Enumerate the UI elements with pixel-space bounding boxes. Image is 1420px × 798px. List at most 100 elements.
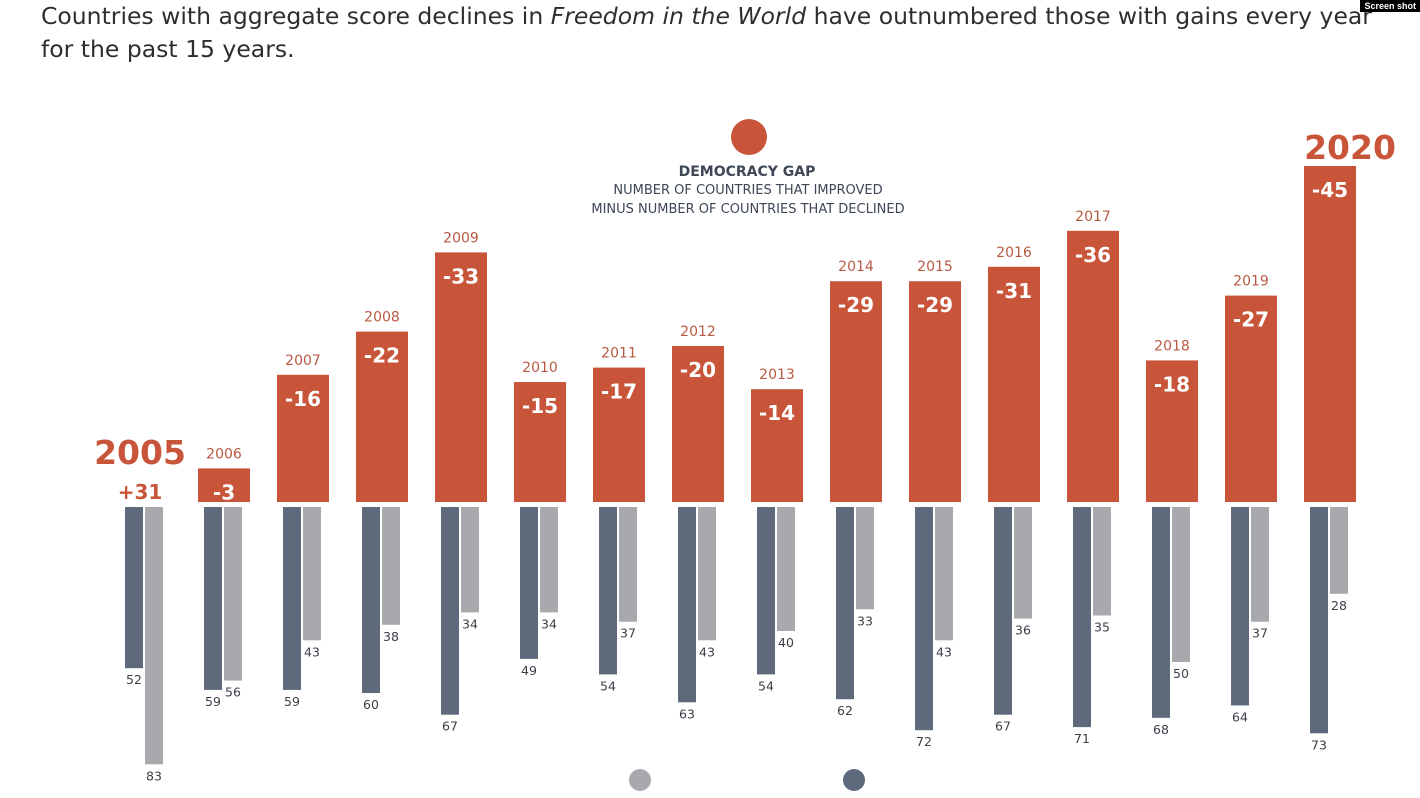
improved-bar-2011 bbox=[619, 507, 637, 622]
gap-bar-2006 bbox=[198, 468, 250, 502]
improved-bar-2012 bbox=[698, 507, 716, 641]
gap-value-label: -14 bbox=[759, 401, 795, 425]
improved-value-label: 43 bbox=[699, 644, 715, 659]
headline-italic-title: Freedom in the World bbox=[550, 2, 807, 30]
improved-value-label: 38 bbox=[383, 629, 399, 644]
improved-value-label: 37 bbox=[620, 626, 636, 641]
declined-bar-2013 bbox=[757, 507, 775, 675]
gap-value-label: -45 bbox=[1312, 178, 1348, 202]
improved-bar-2007 bbox=[303, 507, 321, 641]
gap-bar-2016 bbox=[988, 266, 1040, 502]
year-label-highlight: 2005 bbox=[94, 433, 186, 472]
improved-value-label: 34 bbox=[541, 616, 557, 631]
improved-value-label: 40 bbox=[778, 635, 794, 650]
declined-bar-2010 bbox=[520, 507, 538, 659]
declined-bar-2015 bbox=[915, 507, 933, 731]
gap-bar-2007 bbox=[277, 374, 329, 502]
improved-value-label: 36 bbox=[1015, 623, 1031, 638]
gap-value-label: -33 bbox=[443, 264, 479, 288]
improved-bar-2019 bbox=[1251, 507, 1269, 622]
declined-value-label: 68 bbox=[1153, 722, 1169, 737]
year-label-highlight: 2020 bbox=[1304, 128, 1396, 167]
gap-value-label: -22 bbox=[364, 344, 400, 368]
year-label: 2016 bbox=[996, 245, 1032, 261]
declined-value-label: 60 bbox=[363, 697, 379, 712]
declined-bar-2008 bbox=[362, 507, 380, 693]
declined-bar-2020 bbox=[1310, 507, 1328, 734]
improved-value-label: 83 bbox=[146, 768, 162, 783]
year-label: 2011 bbox=[601, 346, 637, 362]
declined-value-label: 52 bbox=[126, 672, 142, 687]
declined-value-label: 62 bbox=[837, 703, 853, 718]
improved-value-label: 50 bbox=[1173, 666, 1189, 681]
gap-bar-2020 bbox=[1304, 166, 1356, 502]
year-label: 2012 bbox=[680, 324, 716, 340]
declined-bar-2014 bbox=[836, 507, 854, 700]
gap-bar-2019 bbox=[1225, 295, 1277, 502]
declined-bar-2011 bbox=[599, 507, 617, 675]
improved-bar-2010 bbox=[540, 507, 558, 613]
gap-value-label: -17 bbox=[601, 380, 637, 404]
declined-value-label: 54 bbox=[758, 678, 774, 693]
declined-bar-2005 bbox=[125, 507, 143, 669]
improved-bar-2020 bbox=[1330, 507, 1348, 594]
year-label: 2008 bbox=[364, 310, 400, 326]
gap-value-label: -31 bbox=[996, 279, 1032, 303]
declined-bar-2006 bbox=[204, 507, 222, 690]
declined-bar-2007 bbox=[283, 507, 301, 690]
gap-value-label: -27 bbox=[1233, 308, 1269, 332]
gap-bar-2009 bbox=[435, 252, 487, 502]
gap-bar-2017 bbox=[1067, 230, 1119, 503]
improved-bar-2006 bbox=[224, 507, 242, 681]
screenshot-badge: Screen shot bbox=[1360, 0, 1420, 12]
improved-value-label: 34 bbox=[462, 616, 478, 631]
gap-bar-2010 bbox=[514, 382, 566, 502]
headline-text-end: have outnumbered those with gains every … bbox=[41, 2, 1372, 63]
legend-line2: MINUS NUMBER OF COUNTRIES THAT DECLINED bbox=[591, 202, 904, 217]
gap-value-label: -36 bbox=[1075, 243, 1111, 267]
headline-text: Countries with aggregate score declines … bbox=[41, 2, 551, 30]
declined-value-label: 67 bbox=[995, 719, 1011, 734]
gap-value-label: -29 bbox=[838, 293, 874, 317]
improved-value-label: 43 bbox=[304, 644, 320, 659]
declined-value-label: 71 bbox=[1074, 731, 1090, 746]
declined-value-label: 67 bbox=[442, 719, 458, 734]
declined-value-label: 59 bbox=[284, 694, 300, 709]
gap-bar-2011 bbox=[593, 367, 645, 502]
improved-bar-2016 bbox=[1014, 507, 1032, 619]
improved-bar-2009 bbox=[461, 507, 479, 613]
declined-value-label: 63 bbox=[679, 706, 695, 721]
gap-bar-2015 bbox=[909, 281, 961, 502]
year-label: 2017 bbox=[1075, 209, 1111, 225]
improved-value-label: 56 bbox=[225, 685, 241, 700]
year-label: 2019 bbox=[1233, 274, 1269, 290]
declined-bar-2017 bbox=[1073, 507, 1091, 728]
improved-bar-2013 bbox=[777, 507, 795, 631]
legend-declined-dot bbox=[843, 769, 865, 791]
year-label: 2010 bbox=[522, 360, 558, 376]
improved-bar-2017 bbox=[1093, 507, 1111, 616]
gap-value-label: -18 bbox=[1154, 372, 1190, 396]
year-label: 2015 bbox=[917, 259, 953, 275]
gap-value-label: -16 bbox=[285, 387, 321, 411]
gap-bar-2013 bbox=[751, 389, 803, 502]
gap-value-label: -20 bbox=[680, 358, 716, 382]
improved-bar-2005 bbox=[145, 507, 163, 765]
declined-value-label: 72 bbox=[916, 734, 932, 749]
improved-bar-2015 bbox=[935, 507, 953, 641]
declined-value-label: 49 bbox=[521, 663, 537, 678]
improved-value-label: 37 bbox=[1252, 626, 1268, 641]
declined-value-label: 54 bbox=[600, 678, 616, 693]
gap-value-label: +31 bbox=[118, 480, 163, 504]
improved-bar-2014 bbox=[856, 507, 874, 610]
gap-value-label: -29 bbox=[917, 293, 953, 317]
improved-value-label: 33 bbox=[857, 613, 873, 628]
legend-title: DEMOCRACY GAP bbox=[679, 164, 816, 180]
year-label: 2009 bbox=[443, 230, 479, 246]
improved-value-label: 28 bbox=[1331, 598, 1347, 613]
declined-value-label: 64 bbox=[1232, 709, 1248, 724]
improved-bar-2008 bbox=[382, 507, 400, 625]
legend-gap-dot bbox=[731, 119, 767, 155]
declined-bar-2016 bbox=[994, 507, 1012, 715]
declined-bar-2019 bbox=[1231, 507, 1249, 706]
